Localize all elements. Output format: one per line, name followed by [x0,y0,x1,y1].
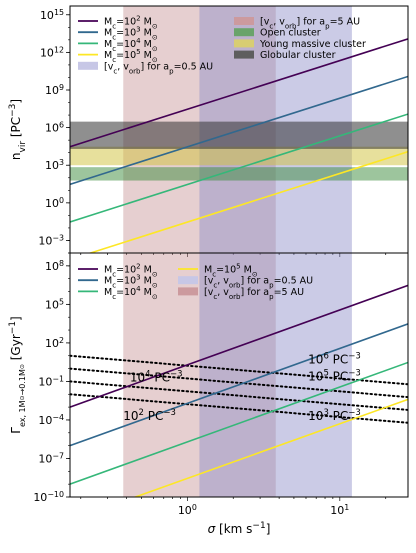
legend-marker-4 [178,276,198,285]
legend-marker-4 [78,61,98,70]
y-axis-label: Γex, 1M⊙→0.1M⊙ [Gyr−1] [8,316,27,433]
y-tick-label-4: 10−4 [38,412,64,427]
legend-right-marker-2 [234,39,254,48]
legend-label-0: Mc=102 M⊙ [104,263,158,279]
density-contour-1 [70,367,408,399]
cluster-band-0 [70,167,408,181]
annotation-label-2: 104 PC−3 [130,369,183,384]
y-tick-label-2: 102 [45,335,64,350]
annotation-label-4: 103 PC−3 [308,408,361,423]
x-tick-label-1: 101 [330,503,349,518]
annotation-label-1: 105 PC−3 [308,368,361,383]
cluster-band-1 [70,146,408,166]
cluster-band-2 [70,121,408,149]
legend-label-4: [vc, vorb] for ap=0.5 AU [104,61,213,75]
legend-label-3: Mc=105 M⊙ [104,48,158,64]
legend-right-marker-3 [234,50,254,59]
legend-right-label-3: Globular cluster [260,50,336,61]
series-line-1 [70,75,408,186]
plot-area [70,253,408,497]
series-line-2 [70,113,408,223]
series-line-0 [70,38,408,148]
legend-label-3: Mc=105 M⊙ [204,263,258,279]
annotation-label-0: 106 PC−3 [308,351,361,366]
y-tick-label-0: 108 [45,258,64,273]
legend-label-2: Mc=104 M⊙ [104,37,158,53]
panel-bottom: 106 PC−3 105 PC−3 104 PC−3 102 PC−3 103 PC−3… [8,252,409,536]
series-line-3 [87,150,408,253]
y-tick-label-3: 106 [45,120,64,135]
panel-top: 1015 1012 109 106 103 100 10−3 nvir [PC−3] Mc=10… [8,5,409,257]
legend-label-5: [vc, vorb] for ap=5 AU [204,287,304,301]
legend-right-marker-0 [234,17,254,25]
y-tick-label-6: 10−10 [33,490,64,505]
legend-label-2: Mc=104 M⊙ [104,285,158,301]
y-tick-label-6: 10−3 [38,233,64,248]
y-tick-label-0: 1015 [40,7,64,22]
y-axis-label: nvir [PC−3] [8,99,28,160]
axes-frame [69,252,409,498]
annotation-label-3: 102 PC−3 [123,408,176,423]
legend-marker-5 [178,287,198,296]
y-tick-label-1: 1012 [40,45,64,60]
series-line-0 [70,284,408,408]
legend-right-label-1: Open cluster [260,28,321,39]
legend-label-0: Mc=102 M⊙ [104,15,158,31]
legend-label-4: [vc, vorb] for ap=0.5 AU [204,276,313,290]
legend-right-label-0: [vc, vorb] for ap=5 AU [260,17,360,31]
legend-right-marker-1 [234,28,254,37]
density-contour-2 [70,380,408,411]
legend-label-1: Mc=103 M⊙ [104,26,158,42]
x-tick-label-0: 100 [178,503,197,518]
velocity-band-1 [199,253,352,497]
series-line-1 [70,323,408,447]
y-tick-label-5: 100 [45,195,64,210]
series-line-2 [70,361,408,485]
y-tick-label-3: 10−1 [38,374,64,389]
density-contour-0 [70,354,408,386]
x-axis-label: σ [km s−1] [208,521,271,536]
density-contour-3 [70,393,408,424]
legend-right-label-2: Young massive cluster [259,39,366,50]
y-tick-label-1: 105 [45,297,64,312]
y-tick-label-5: 10−7 [38,451,64,466]
legend-label-1: Mc=103 M⊙ [104,274,158,290]
y-tick-label-2: 109 [45,82,64,97]
series-line-3 [133,398,408,497]
y-tick-label-4: 103 [45,158,64,173]
